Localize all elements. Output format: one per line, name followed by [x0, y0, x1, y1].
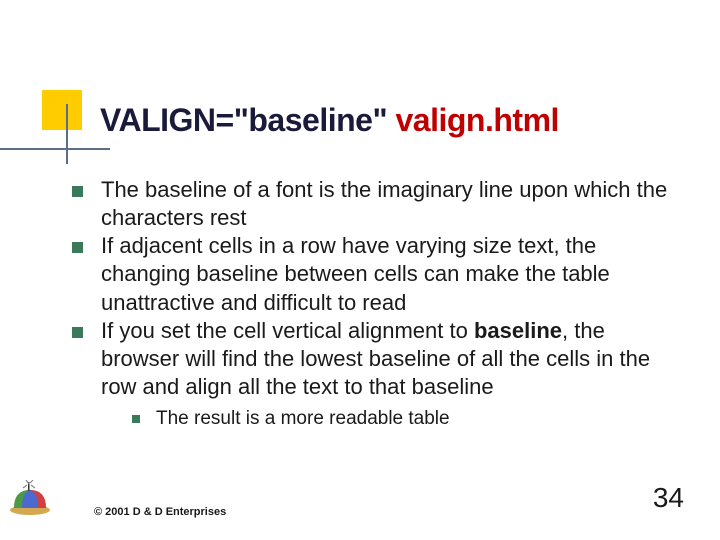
bullet-icon: [72, 186, 83, 197]
bullet-text: If adjacent cells in a row have varying …: [101, 232, 670, 316]
bullet-text: The baseline of a font is the imaginary …: [101, 176, 670, 232]
list-item: If you set the cell vertical alignment t…: [72, 317, 670, 401]
sub-bullet-text: The result is a more readable table: [156, 407, 450, 432]
footer: © 2001 D & D Enterprises 34: [0, 484, 720, 524]
bullet-icon: [132, 415, 140, 423]
bullet-pre: If you set the cell vertical alignment t…: [101, 318, 474, 343]
bullet-icon: [72, 327, 83, 338]
slide-title: VALIGN="baseline" valign.html: [100, 102, 559, 139]
list-item: If adjacent cells in a row have varying …: [72, 232, 670, 316]
beanie-logo-icon: [8, 480, 52, 516]
list-item: The baseline of a font is the imaginary …: [72, 176, 670, 232]
list-item: The result is a more readable table: [132, 407, 670, 432]
title-part2: valign.html: [396, 102, 559, 138]
title-part1: VALIGN="baseline": [100, 102, 396, 138]
accent-line-h: [0, 148, 110, 150]
copyright-text: © 2001 D & D Enterprises: [94, 506, 226, 518]
bullet-icon: [72, 242, 83, 253]
page-number: 34: [653, 482, 684, 514]
content-area: The baseline of a font is the imaginary …: [72, 176, 670, 432]
sub-list: The result is a more readable table: [132, 407, 670, 432]
accent-line-v: [66, 104, 68, 164]
slide: VALIGN="baseline" valign.html The baseli…: [0, 0, 720, 540]
bullet-bold: baseline: [474, 318, 562, 343]
accent-square-icon: [42, 90, 82, 130]
bullet-text: If you set the cell vertical alignment t…: [101, 317, 670, 401]
